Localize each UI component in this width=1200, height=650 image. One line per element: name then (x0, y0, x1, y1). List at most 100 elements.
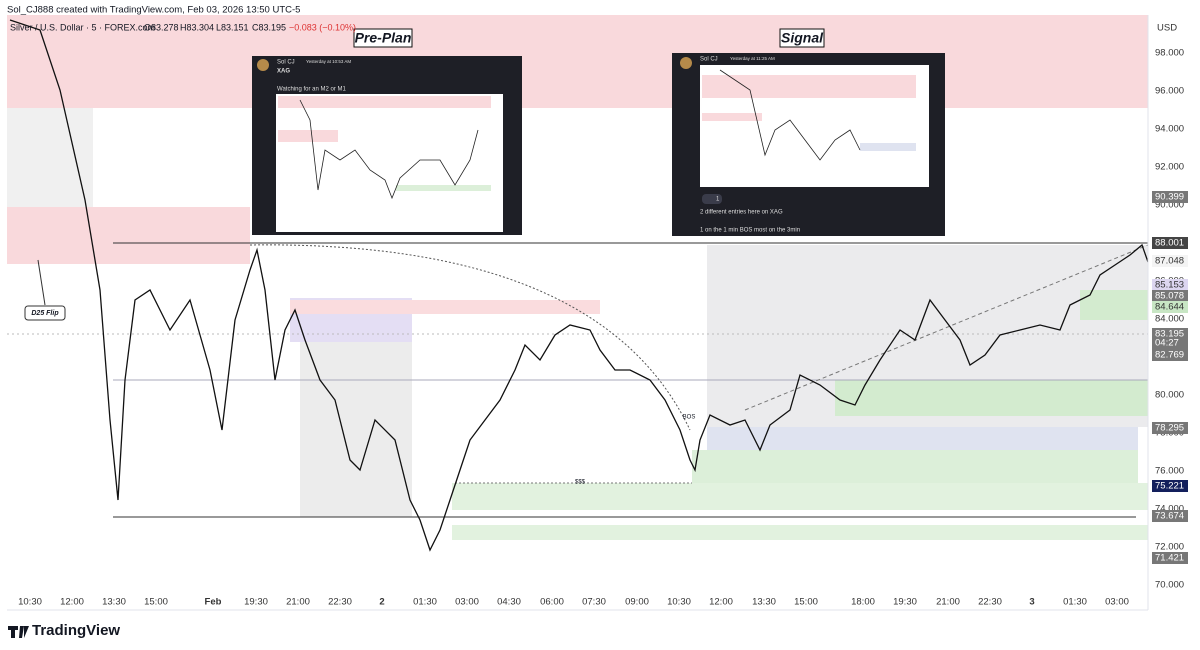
price-tag-label: 82.769 (1155, 350, 1184, 361)
credit: Sol_CJ888 created with TradingView.com, … (7, 5, 300, 16)
y-tick-label: 70.000 (1155, 580, 1184, 591)
x-tick-label: 15:00 (794, 597, 818, 608)
zone (702, 75, 916, 98)
reaction[interactable] (702, 194, 722, 204)
x-tick-label: Feb (205, 597, 222, 608)
label-box (353, 28, 413, 48)
price-tag (1152, 349, 1188, 361)
x-tick-label: 13:30 (752, 597, 776, 608)
price-tag-label: 85.078 (1155, 291, 1184, 302)
reaction-count: 1 (716, 197, 720, 203)
x-tick-label: 18:00 (851, 597, 875, 608)
inset-user: Sol CJ (700, 57, 718, 63)
projection-curve (249, 244, 691, 431)
x-tick-label: 04:30 (497, 597, 521, 608)
x-tick-label: 19:30 (893, 597, 917, 608)
price-path (9, 19, 1149, 552)
x-tick-label: 03:00 (455, 597, 479, 608)
x-tick-label: 07:30 (582, 597, 606, 608)
zone (278, 130, 338, 142)
y-tick-label: 98.000 (1155, 48, 1184, 59)
price-tag (1152, 279, 1188, 291)
price-tag-label: 78.295 (1155, 423, 1184, 434)
inset-text: 1 on the 1 min BOS most on the 3min (700, 228, 800, 234)
price-tag (1152, 290, 1188, 302)
inset-chart (276, 94, 503, 232)
y-tick-label: 76.000 (1155, 466, 1184, 477)
inset-price (299, 99, 479, 200)
zone (702, 113, 762, 121)
x-tick-label: 3 (1029, 597, 1034, 608)
price-tag-label: 88.001 (1155, 238, 1184, 249)
y-tick-label: 84.000 (1155, 314, 1184, 325)
price-tag-label: 71.421 (1155, 553, 1184, 564)
ohlc: O83.278 H83.304 L83.151 C83.195 (144, 22, 286, 32)
annotation: Signal (781, 30, 824, 46)
annotation: D25 Flip (31, 310, 59, 317)
logo: TradingView (32, 622, 120, 639)
x-tick-label: 21:00 (936, 597, 960, 608)
price-tag-label: 85.153 (1155, 280, 1184, 291)
x-tick-label: 01:30 (1063, 597, 1087, 608)
price-tag (1152, 255, 1188, 267)
y-tick-label: 96.000 (1155, 86, 1184, 97)
price-tag (1152, 510, 1188, 522)
x-tick-label: 13:30 (102, 597, 126, 608)
inset-text: Watching for an M2 or M1 (277, 87, 346, 93)
range-zone (300, 342, 412, 517)
price-tag-label: 90.399 (1155, 192, 1184, 203)
annotation: BOS (683, 415, 696, 421)
x-tick-label: 01:30 (413, 597, 437, 608)
inset-text: 2 different entries here on XAG (700, 210, 783, 216)
change: −0.083 (−0.10%) (289, 22, 356, 32)
inset-time: Yesterday at 11:25 AM (730, 56, 775, 61)
price-tag-label: 84.644 (1155, 302, 1184, 313)
price-tag-label: 87.048 (1155, 256, 1184, 267)
demand-zone (452, 525, 1148, 540)
annotation: Pre-Plan (355, 30, 412, 46)
x-tick-label: 21:00 (286, 597, 310, 608)
x-tick-label: 22:30 (978, 597, 1002, 608)
y-tick-label: 74.000 (1155, 504, 1184, 515)
ohlc-value: H83.304 (180, 22, 214, 32)
price-tag-label: 75.221 (1155, 481, 1184, 492)
price-tag-label: 73.674 (1155, 511, 1184, 522)
label-box (24, 305, 66, 321)
ohlc-value: C83.195 (252, 22, 286, 32)
inset-user: Sol CJ (277, 60, 295, 66)
price-tag (1152, 337, 1188, 349)
price-tag (1152, 480, 1188, 492)
x-tick-label: 22:30 (328, 597, 352, 608)
price-tag (1152, 237, 1188, 249)
supply-zone (7, 15, 1148, 108)
y-tick-label: 90.000 (1155, 200, 1184, 211)
ohlc-value: L83.151 (216, 22, 249, 32)
demand-zone (452, 483, 1148, 510)
demand-zone (1080, 290, 1148, 320)
price-axis: 98.00096.00094.00092.00090.00088.00086.0… (1152, 48, 1188, 591)
x-tick-label: 12:00 (60, 597, 84, 608)
x-tick-label: 10:30 (18, 597, 42, 608)
price-tag (1152, 301, 1188, 313)
ohlc-value: O83.278 (144, 22, 179, 32)
avatar (680, 57, 692, 69)
x-tick-label: 12:00 (709, 597, 733, 608)
zone (860, 143, 916, 151)
y-tick-label: 72.000 (1155, 542, 1184, 553)
price-tag (1152, 191, 1188, 203)
currency: USD (1157, 23, 1177, 34)
demand-zone (692, 450, 1138, 487)
price-tag (1152, 552, 1188, 564)
label-box (779, 28, 825, 48)
y-tick-label: 92.000 (1155, 162, 1184, 173)
supply-zone (7, 207, 250, 264)
logo-mark (8, 626, 29, 638)
x-tick-label: 2 (379, 597, 384, 608)
range-zone (7, 108, 93, 207)
price-tag-label: 83.195 (1155, 329, 1184, 340)
avatar (257, 59, 269, 71)
symbol: Silver / U.S. Dollar · 5 · FOREX.com (10, 22, 155, 32)
demand-zone (835, 380, 1148, 416)
x-tick-label: 15:00 (144, 597, 168, 608)
